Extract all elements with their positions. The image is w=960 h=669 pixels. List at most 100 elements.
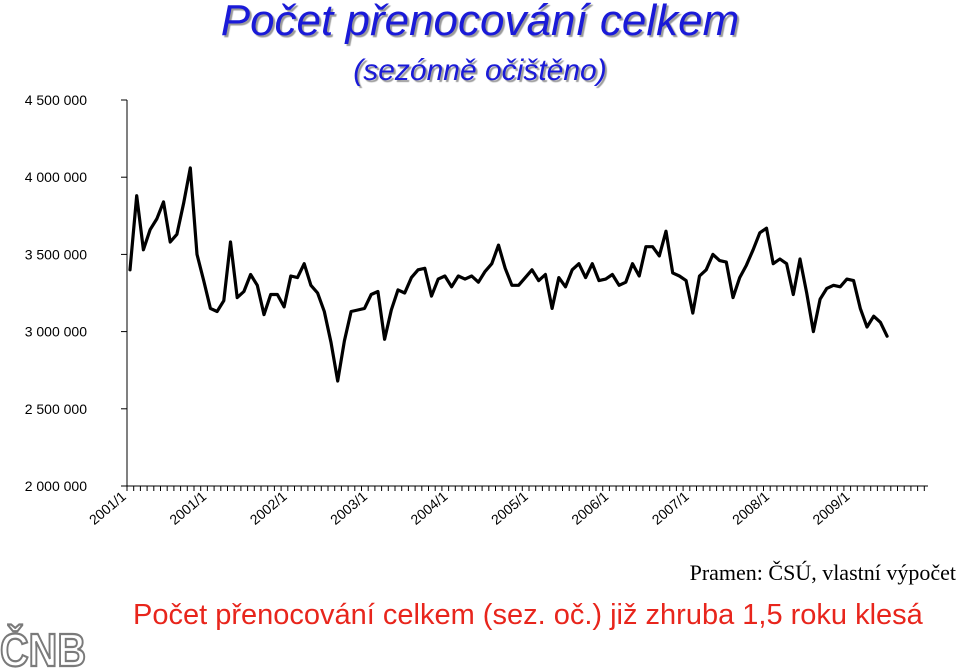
data-point (323, 310, 325, 313)
data-point (705, 269, 707, 271)
data-point (625, 281, 627, 283)
data-point (343, 340, 345, 342)
data-point (578, 263, 580, 265)
data-point (404, 292, 406, 294)
data-point (216, 310, 218, 313)
x-tick-label: 2008/1 (729, 488, 772, 528)
data-point (223, 300, 225, 302)
data-point (142, 249, 144, 251)
data-point (149, 229, 151, 231)
data-point (263, 314, 265, 316)
data-point (678, 275, 681, 277)
data-point (739, 277, 741, 279)
data-point (424, 267, 426, 269)
data-point (136, 195, 138, 197)
data-point (886, 335, 888, 337)
data-point (732, 297, 734, 299)
data-point (585, 277, 587, 279)
data-point (853, 280, 855, 282)
data-point (189, 167, 191, 169)
source-note: Pramen: ČSÚ, vlastní výpočet (689, 560, 956, 585)
data-point (799, 258, 801, 260)
data-point (692, 312, 694, 314)
data-point (538, 280, 540, 282)
data-point (685, 280, 687, 282)
data-point (551, 307, 553, 309)
y-axis: 2 000 000 2 500 000 3 000 000 3 500 000 4 00… (25, 92, 128, 494)
data-point (162, 201, 165, 203)
data-point (303, 263, 305, 265)
data-point (786, 263, 788, 265)
data-point (544, 273, 547, 276)
data-point (652, 246, 654, 248)
x-tick-label: 2002/1 (247, 488, 290, 528)
data-point (826, 287, 828, 289)
data-point (698, 275, 701, 277)
data-point (444, 275, 446, 277)
data-point (457, 275, 459, 277)
data-point (866, 326, 868, 328)
x-tick-label: 2009/1 (809, 488, 852, 528)
y-tick-label: 2 500 000 (25, 401, 87, 417)
data-point (531, 269, 533, 271)
data-point (169, 241, 171, 243)
data-point (451, 286, 453, 288)
data-point (417, 269, 419, 271)
data-point (183, 202, 185, 204)
data-point (310, 284, 312, 286)
y-tick-label: 4 500 000 (25, 92, 87, 108)
x-tick-label: 2001/1 (166, 488, 209, 528)
x-tick-label: 2001/1 (86, 488, 129, 528)
data-point (497, 244, 500, 246)
series-layer (128, 166, 889, 383)
data-point (129, 269, 131, 271)
data-point (558, 277, 560, 279)
data-point (437, 278, 439, 280)
data-point (631, 263, 634, 265)
data-point (745, 264, 748, 266)
x-axis: 2001/1 2001/1 2002/1 2003/1 2004/1 2005/1 2006… (86, 485, 928, 528)
data-point (229, 241, 232, 243)
line-chart: 2 000 000 2 500 000 3 000 000 3 500 000 4 00… (25, 92, 928, 528)
data-point (598, 280, 600, 282)
data-point (397, 289, 399, 291)
data-point (363, 307, 366, 309)
data-point (839, 286, 841, 288)
data-point (524, 277, 526, 279)
data-point (296, 277, 299, 279)
y-tick-label: 3 000 000 (25, 324, 87, 340)
chart-subtitle: (sezónně očištěno) (353, 54, 607, 87)
data-point (243, 290, 245, 293)
data-point (491, 263, 493, 265)
data-point (846, 278, 848, 280)
data-point (571, 269, 573, 271)
data-point (832, 284, 835, 286)
data-point (477, 281, 479, 283)
data-point (384, 338, 386, 340)
data-point (725, 261, 727, 263)
cnb-logo-text: ČNB (0, 624, 86, 669)
data-point (645, 246, 647, 248)
data-point (377, 290, 379, 293)
data-point (859, 307, 861, 309)
data-point (719, 260, 721, 262)
x-tick-label: 2005/1 (488, 488, 531, 528)
data-point (672, 272, 674, 274)
data-point (203, 280, 205, 282)
data-point (504, 267, 506, 269)
x-tick-label: 2003/1 (327, 488, 370, 528)
data-point (819, 298, 821, 300)
data-point (357, 309, 359, 311)
data-point (772, 263, 774, 265)
data-point (370, 293, 372, 296)
data-point (276, 293, 278, 296)
data-point (611, 273, 614, 276)
data-point (792, 293, 794, 296)
data-point (270, 293, 272, 296)
data-point (317, 292, 319, 294)
data-point (471, 275, 473, 277)
data-point (283, 306, 285, 308)
data-point (350, 310, 352, 313)
data-point (806, 292, 808, 294)
data-point (591, 263, 593, 265)
